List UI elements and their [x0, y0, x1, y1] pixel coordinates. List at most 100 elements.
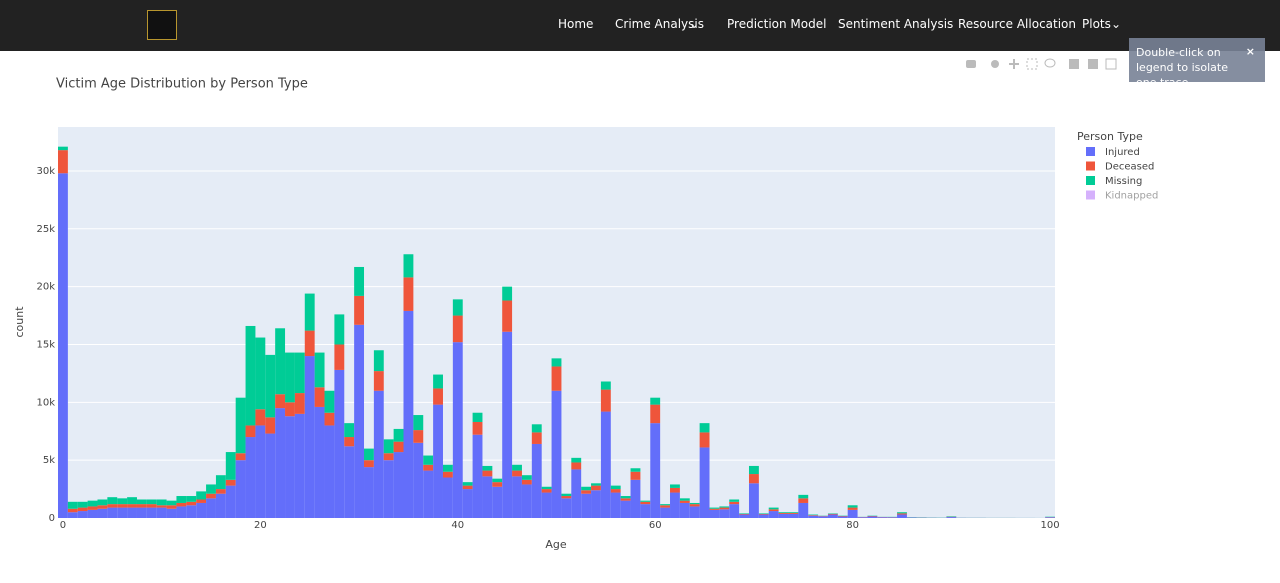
bar	[314, 406, 325, 518]
bar	[719, 506, 730, 508]
bar	[285, 402, 295, 417]
bar	[660, 507, 671, 518]
legend-label[interactable]: Kidnapped	[1105, 191, 1158, 202]
bar	[166, 500, 177, 506]
bar	[748, 474, 759, 484]
bar	[77, 501, 88, 508]
bar	[581, 493, 592, 518]
bar	[196, 499, 207, 503]
bar	[265, 417, 276, 434]
nav-item[interactable]: Sentiment Analysis	[838, 17, 954, 31]
x-tick-label: 20	[254, 520, 267, 531]
bar	[186, 496, 197, 502]
bar	[225, 479, 236, 486]
bar	[107, 497, 118, 505]
bar	[512, 464, 522, 471]
bar	[285, 416, 295, 518]
bar	[235, 453, 246, 461]
bar	[748, 483, 759, 518]
bar	[206, 493, 216, 499]
bar	[689, 506, 700, 518]
bar	[808, 515, 819, 518]
bar	[127, 507, 137, 518]
bar	[146, 504, 157, 508]
bar	[87, 509, 98, 518]
bar	[512, 470, 522, 477]
notifier-text: Double-click on legend to isolate one tr…	[1136, 46, 1228, 89]
bar	[788, 512, 799, 514]
nav-item[interactable]: Resource Allocation	[958, 17, 1077, 31]
bar	[561, 498, 572, 518]
modebar[interactable]	[966, 58, 1117, 70]
logo[interactable]	[147, 10, 177, 40]
bar	[314, 352, 325, 388]
bar	[1045, 517, 1055, 518]
bar	[255, 409, 266, 426]
bar	[117, 498, 128, 505]
bar	[67, 508, 78, 513]
bar	[719, 509, 730, 518]
bar	[739, 513, 749, 515]
caret: ⌄	[689, 17, 700, 31]
bar	[423, 455, 434, 465]
bar	[156, 499, 167, 506]
bar	[650, 404, 661, 424]
bar	[512, 476, 522, 518]
close[interactable]: ×	[1245, 45, 1255, 58]
bar	[798, 498, 809, 503]
bar	[87, 500, 98, 507]
bar	[97, 499, 108, 506]
bar	[699, 432, 710, 448]
bar	[482, 465, 493, 471]
bar	[482, 476, 493, 518]
bar	[344, 437, 355, 447]
legend-label[interactable]: Deceased	[1105, 162, 1154, 173]
bar	[245, 325, 256, 426]
bar	[127, 497, 137, 505]
bar	[650, 423, 661, 518]
nav-item[interactable]: Crime Analysis	[615, 17, 704, 31]
bar	[334, 344, 345, 370]
bar	[689, 504, 700, 507]
bar	[640, 504, 651, 518]
navbar: Home Crime Analysis ⌄ Prediction Model S…	[0, 0, 1280, 51]
bar	[186, 501, 197, 506]
bar	[156, 507, 167, 518]
bar	[344, 446, 355, 518]
bar	[186, 505, 197, 518]
bar	[393, 428, 404, 442]
bar	[482, 470, 493, 477]
legend-label[interactable]: Injured	[1105, 147, 1140, 158]
bar	[403, 277, 414, 311]
legend-title: Person Type	[1077, 130, 1143, 143]
bar	[462, 489, 473, 518]
bar	[591, 490, 601, 518]
bar	[107, 504, 118, 508]
bar	[452, 299, 463, 316]
nav-item[interactable]: Plots	[1082, 17, 1111, 31]
bar	[324, 390, 335, 413]
bar	[946, 517, 957, 518]
bar	[136, 499, 147, 505]
bar	[531, 432, 542, 444]
bar	[117, 504, 128, 508]
bar	[373, 371, 384, 391]
bar	[245, 425, 256, 438]
bar	[610, 492, 621, 518]
bar	[561, 493, 572, 497]
bar	[245, 437, 256, 518]
legend-label[interactable]: Missing	[1105, 176, 1142, 187]
nav-item[interactable]: Home	[558, 17, 594, 31]
bar	[275, 328, 286, 395]
bar	[442, 477, 453, 518]
bar	[630, 471, 641, 480]
bar	[739, 513, 749, 514]
bar	[758, 513, 769, 514]
bar	[364, 467, 374, 518]
bar	[620, 500, 631, 518]
y-tick-label: 25k	[36, 224, 55, 235]
bar	[433, 374, 443, 389]
bar	[354, 266, 365, 296]
nav-item[interactable]: Prediction Model	[727, 17, 827, 31]
